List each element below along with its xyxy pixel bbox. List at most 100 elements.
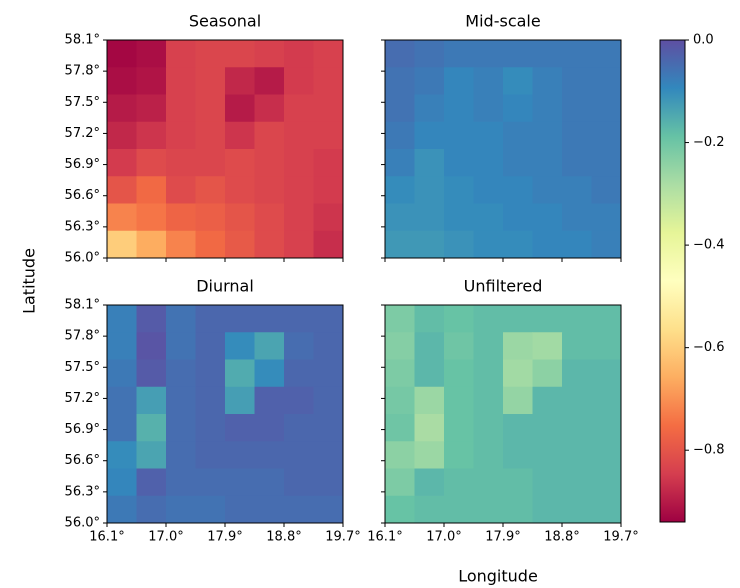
heatmap-cell: [385, 203, 415, 232]
heatmap-cell: [166, 305, 196, 333]
heatmap-cell: [503, 94, 533, 123]
x-tick-label: 16.1°: [367, 530, 402, 545]
heatmap-cell: [136, 468, 167, 497]
panel-title: Seasonal: [189, 12, 261, 31]
heatmap-cell: [503, 121, 533, 150]
heatmap-cell: [385, 332, 415, 360]
heatmap-cell: [503, 67, 533, 95]
heatmap-cell: [136, 230, 167, 259]
heatmap-cell: [385, 67, 415, 95]
heatmap-cell: [591, 94, 622, 123]
heatmap-cell: [385, 386, 415, 415]
heatmap-cell: [414, 40, 445, 68]
y-axis-label: Latitude: [20, 248, 39, 314]
heatmap-cell: [284, 149, 314, 177]
heatmap-cell: [503, 230, 533, 259]
heatmap-cell: [591, 40, 622, 68]
heatmap-cell: [532, 149, 563, 177]
heatmap-cell: [166, 230, 196, 259]
heatmap-cell: [225, 359, 255, 388]
y-tick-label: 56.3°: [65, 484, 100, 499]
heatmap-cell: [166, 121, 196, 150]
heatmap-cell: [225, 386, 255, 415]
y-tick-label: 56.0°: [65, 516, 100, 531]
y-tick-label: 57.5°: [65, 360, 100, 375]
heatmap-cell: [225, 121, 255, 150]
y-tick-label: 56.0°: [65, 251, 100, 266]
y-tick-label: 56.9°: [65, 422, 100, 437]
heatmap-cell: [254, 230, 285, 259]
heatmap-cell: [313, 40, 344, 68]
heatmap-cell: [284, 40, 314, 68]
heatmap-cell: [313, 94, 344, 123]
heatmap-cell: [444, 386, 474, 415]
heatmap-cell: [503, 40, 533, 68]
heatmap-cell: [195, 203, 226, 232]
heatmap-cell: [444, 414, 474, 442]
heatmap-cell: [225, 149, 255, 177]
heatmap-cell: [532, 67, 563, 95]
heatmap-cell: [284, 121, 314, 150]
heatmap-cell: [473, 332, 504, 360]
heatmap-cell: [385, 176, 415, 204]
heatmap-cell: [107, 203, 137, 232]
heatmap-cell: [195, 305, 226, 333]
heatmap-cell: [385, 468, 415, 497]
heatmap-cell: [591, 332, 622, 360]
heatmap-cell: [195, 414, 226, 442]
heatmap-cell: [562, 121, 592, 150]
heatmap-cell: [284, 67, 314, 95]
heatmap-cell: [107, 332, 137, 360]
heatmap-cell: [532, 94, 563, 123]
heatmap-cell: [591, 495, 622, 524]
heatmap-cell: [591, 230, 622, 259]
heatmap-cell: [136, 495, 167, 524]
heatmap-cell: [473, 67, 504, 95]
heatmap-cell: [532, 359, 563, 388]
heatmap-cell: [532, 305, 563, 333]
heatmap-cell: [591, 67, 622, 95]
heatmap-cell: [195, 121, 226, 150]
heatmap-cell: [284, 332, 314, 360]
heatmap-cell: [254, 468, 285, 497]
heatmap-cell: [313, 332, 344, 360]
x-axis-label: Longitude: [458, 567, 538, 586]
heatmap-cell: [313, 468, 344, 497]
heatmap-cell: [562, 386, 592, 415]
heatmap-cell: [225, 332, 255, 360]
heatmap-cell: [503, 468, 533, 497]
y-tick-label: 57.2°: [65, 391, 100, 406]
panel-title: Mid-scale: [465, 12, 540, 31]
x-tick-label: 17.9°: [207, 530, 242, 545]
heatmap-cell: [562, 414, 592, 442]
heatmap-cell: [414, 305, 445, 333]
heatmap-cell: [254, 40, 285, 68]
colorbar-tick-label: −0.2: [693, 135, 725, 150]
y-tick-label: 56.9°: [65, 157, 100, 172]
heatmap-cell: [385, 441, 415, 469]
heatmap-cell: [414, 359, 445, 388]
heatmap-cell: [136, 121, 167, 150]
heatmap-cell: [473, 176, 504, 204]
heatmap-cell: [284, 94, 314, 123]
heatmap-cell: [166, 441, 196, 469]
heatmap-cell: [473, 305, 504, 333]
heatmap-cell: [254, 94, 285, 123]
heatmap-cell: [166, 414, 196, 442]
heatmap-cell: [591, 121, 622, 150]
heatmap-cell: [313, 176, 344, 204]
heatmap-cell: [385, 121, 415, 150]
heatmap-cell: [195, 149, 226, 177]
heatmap-cell: [503, 441, 533, 469]
y-tick-label: 57.2°: [65, 126, 100, 141]
heatmap-cell: [136, 40, 167, 68]
heatmap-cell: [136, 441, 167, 469]
heatmap-cell: [313, 203, 344, 232]
heatmap-cell: [591, 203, 622, 232]
heatmap-cell: [414, 203, 445, 232]
heatmap-cell: [591, 176, 622, 204]
heatmap-cell: [473, 441, 504, 469]
heatmap-cell: [532, 495, 563, 524]
heatmap-cell: [414, 230, 445, 259]
heatmap-cell: [473, 203, 504, 232]
